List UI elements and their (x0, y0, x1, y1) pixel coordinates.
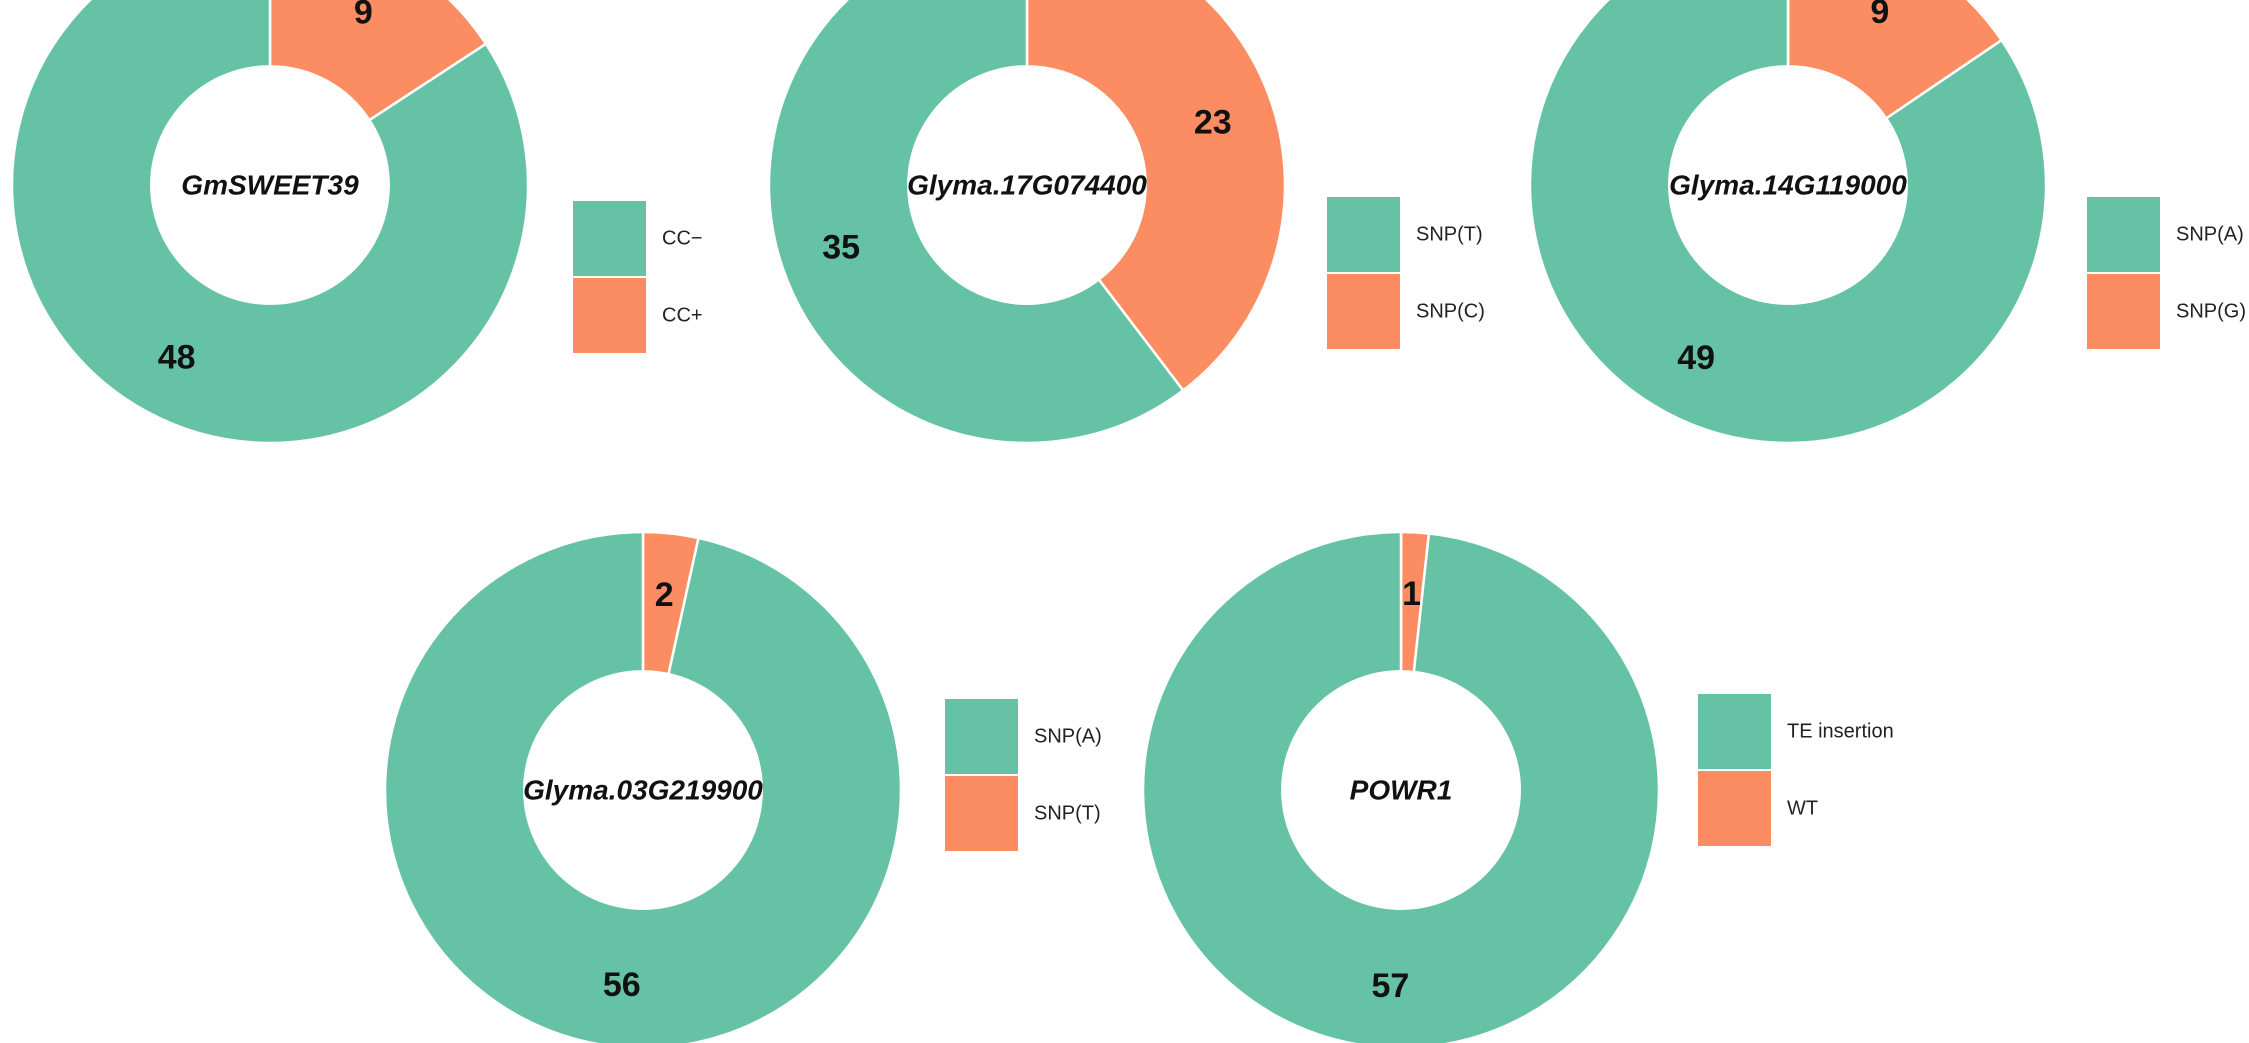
slice-value-label: 2 (655, 576, 674, 614)
donut-slice-second (1786, 0, 2004, 121)
legend-swatch-first (2085, 195, 2162, 274)
donut-slice-second (1025, 0, 1287, 393)
donut-slice-first (383, 530, 903, 1043)
legend-label: SNP(C) (1416, 301, 1485, 323)
chart-legend: CC− CC+ (571, 199, 703, 355)
legend-swatch-second (943, 774, 1020, 853)
donut-center-label: Glyma.17G074400 (907, 170, 1147, 201)
donut-center-label: Glyma.14G119000 (1669, 170, 1907, 201)
legend-label: WT (1787, 798, 1818, 820)
donut-chart-4: 2 56 Glyma.03G219900 SNP(A) SNP(T) (383, 530, 1102, 1043)
donut-chart-2: 23 35 Glyma.17G074400 SNP(T) SNP(C) (767, 0, 1485, 445)
donut-slice-first (10, 0, 530, 445)
slice-value-label: 9 (1870, 0, 1889, 31)
chart-legend: SNP(A) SNP(G) (2085, 195, 2246, 351)
slice-value-label: 57 (1371, 967, 1409, 1005)
legend-label: SNP(T) (1416, 224, 1483, 246)
chart-legend: TE insertion WT (1696, 692, 1894, 848)
slice-value-label: 35 (822, 229, 860, 267)
donut-center-label: Glyma.03G219900 (523, 775, 763, 806)
slice-value-label: 23 (1194, 103, 1232, 141)
legend-swatch-first (1696, 692, 1773, 771)
legend-label: CC+ (662, 305, 703, 327)
legend-swatch-first (571, 199, 648, 278)
legend-swatch-first (1325, 195, 1402, 274)
legend-label: SNP(A) (2176, 224, 2244, 246)
legend-label: SNP(G) (2176, 301, 2246, 323)
legend-swatch-second (1325, 272, 1402, 351)
donut-chart-5: 1 57 POWR1 TE insertion WT (1141, 530, 1894, 1043)
slice-value-label: 48 (158, 338, 196, 376)
donut-center-label: POWR1 (1350, 775, 1453, 806)
legend-swatch-second (571, 276, 648, 355)
donut-center-label: GmSWEET39 (181, 170, 359, 201)
slice-value-label: 49 (1677, 339, 1715, 377)
chart-legend: SNP(T) SNP(C) (1325, 195, 1485, 351)
legend-label: TE insertion (1787, 721, 1894, 743)
donut-chart-1: 9 48 GmSWEET39 CC− CC+ (10, 0, 703, 445)
donut-slice-first (767, 0, 1185, 445)
legend-swatch-second (1696, 769, 1773, 848)
legend-swatch-first (943, 697, 1020, 776)
donut-slice-first (1141, 530, 1661, 1043)
donut-slice-second (268, 0, 488, 122)
slice-value-label: 56 (603, 966, 641, 1004)
donut-chart-3: 9 49 Glyma.14G119000 SNP(A) SNP(G) (1528, 0, 2246, 445)
legend-label: SNP(T) (1034, 803, 1101, 825)
chart-legend: SNP(A) SNP(T) (943, 697, 1102, 853)
slice-value-label: 1 (1402, 575, 1421, 613)
slice-value-label: 9 (354, 0, 373, 32)
donut-slice-first (1528, 0, 2048, 445)
legend-label: SNP(A) (1034, 726, 1102, 748)
legend-label: CC− (662, 228, 703, 250)
legend-swatch-second (2085, 272, 2162, 351)
